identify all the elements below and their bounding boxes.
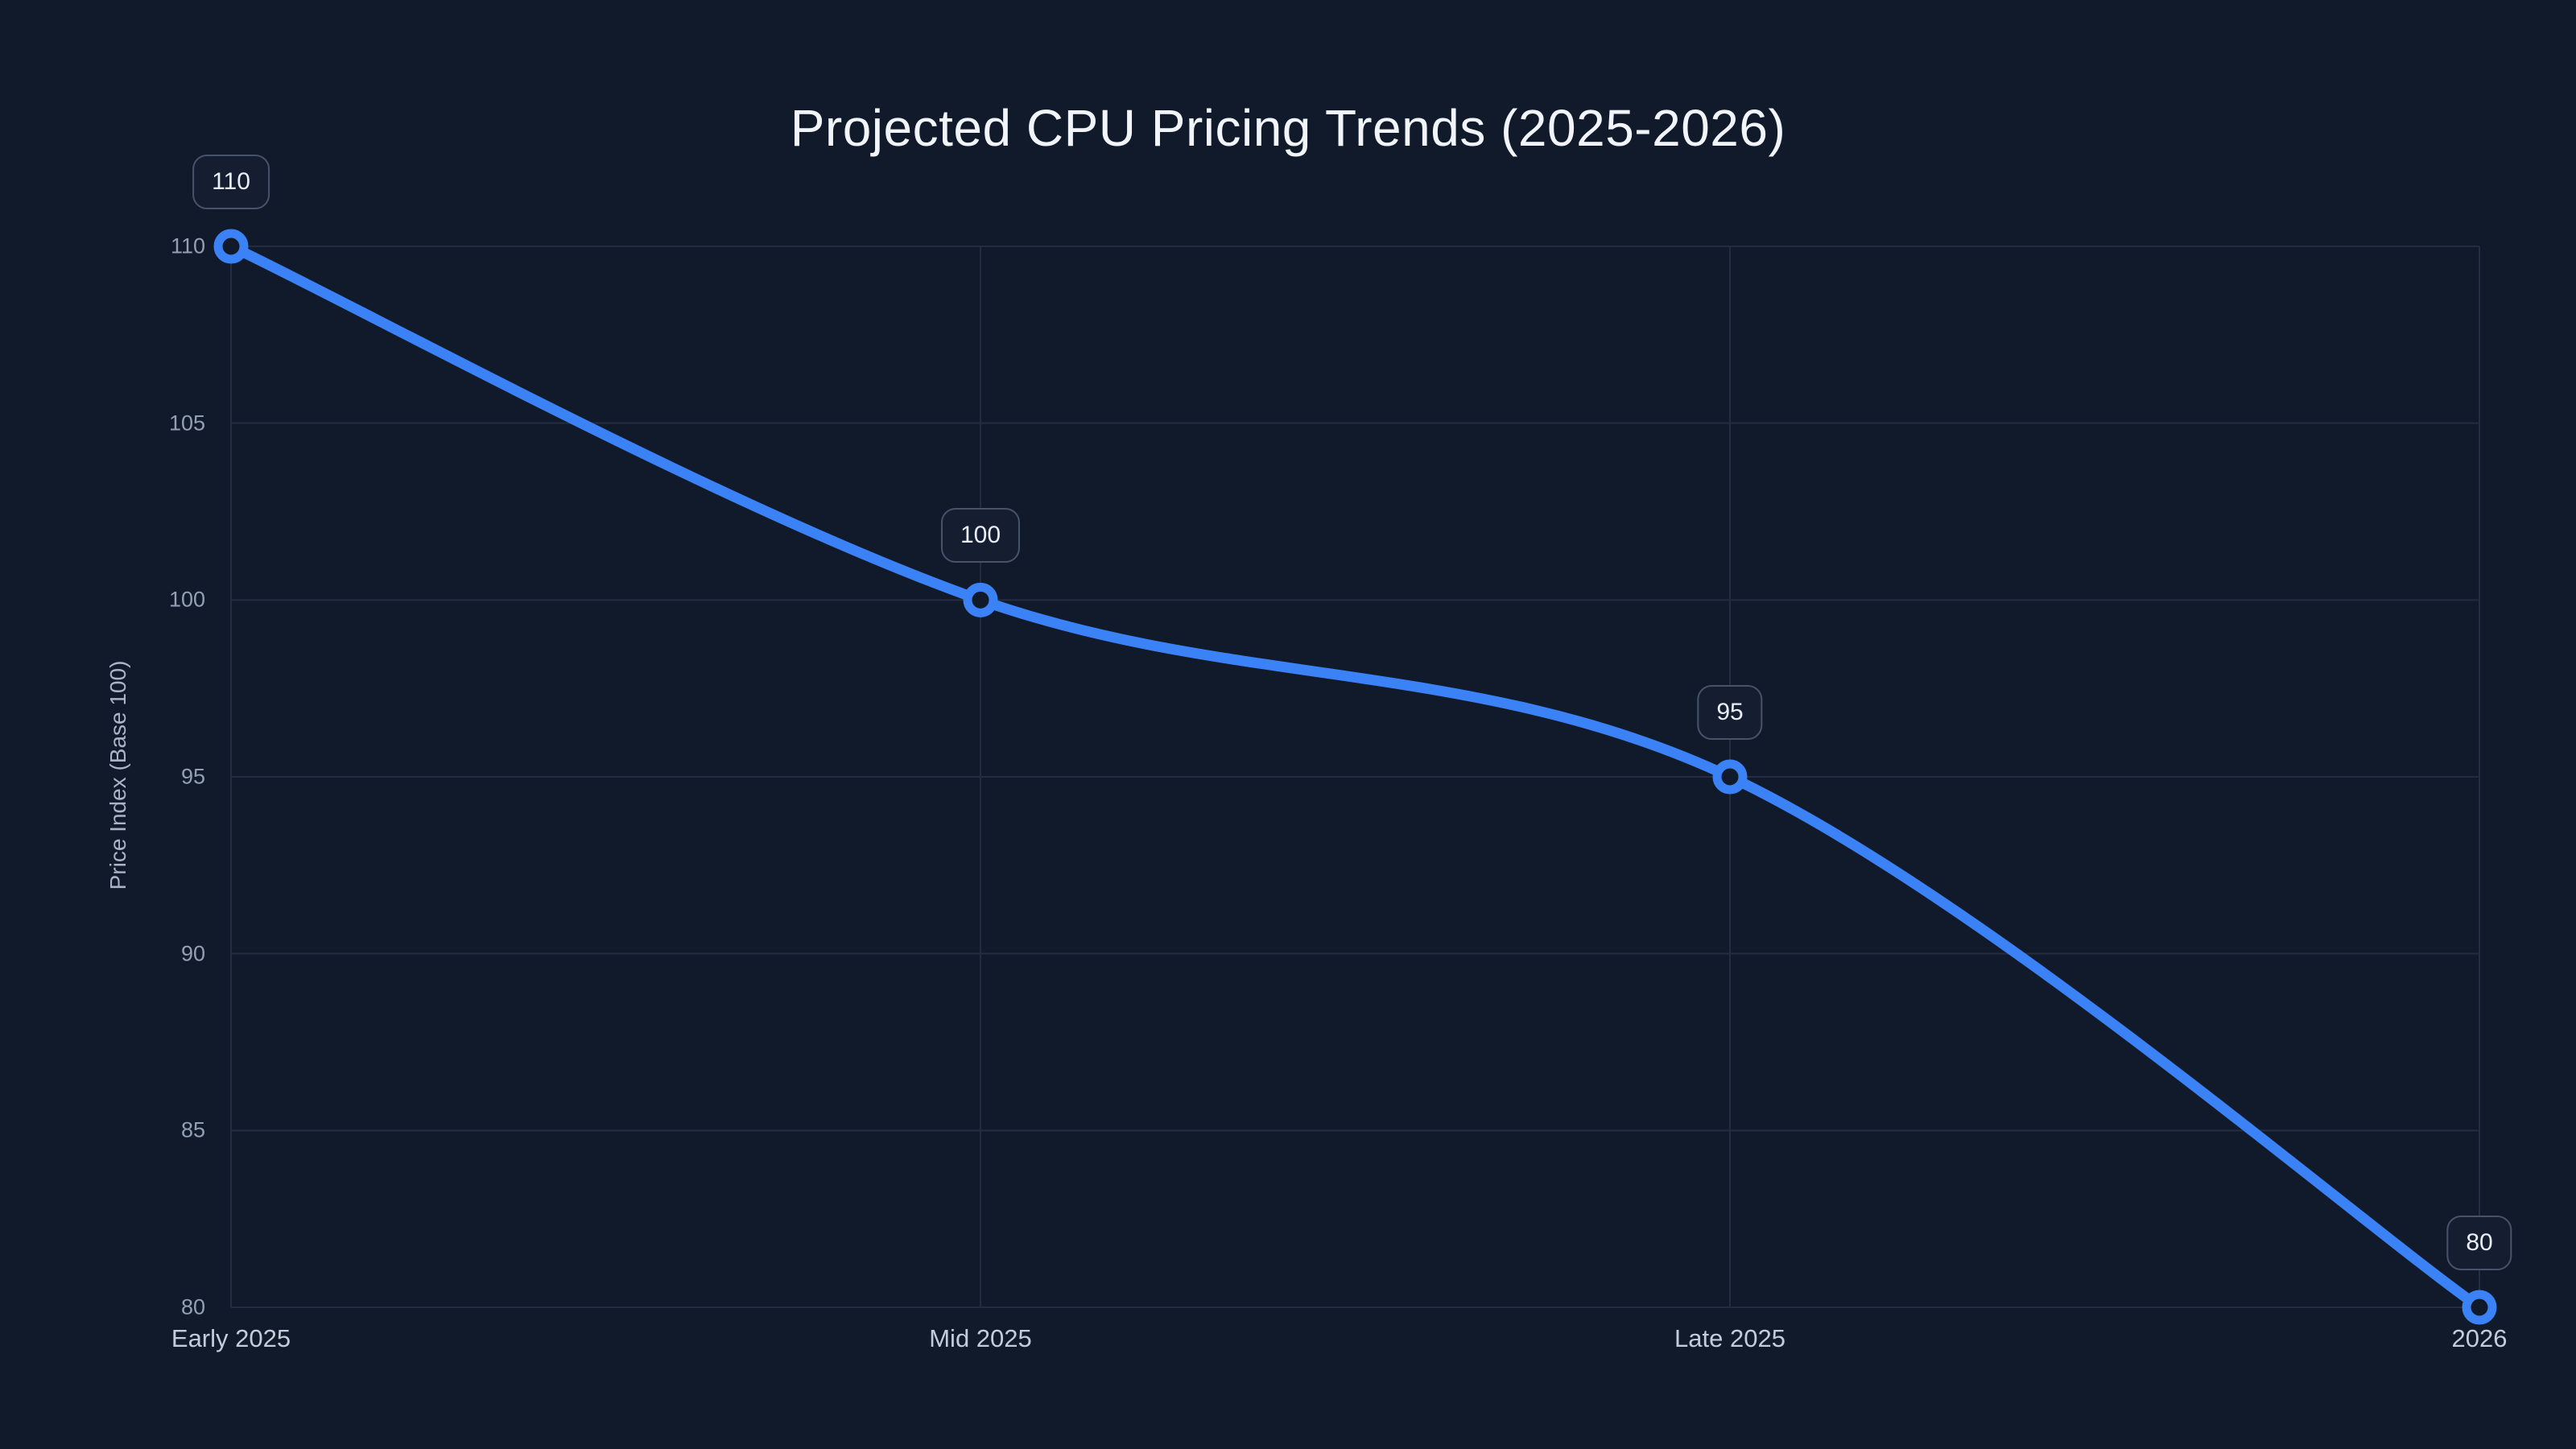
point-value-label: 95 bbox=[1697, 685, 1763, 740]
point-value-label: 100 bbox=[940, 508, 1021, 564]
x-tick-label: Mid 2025 bbox=[929, 1324, 1032, 1352]
x-tick-label: Early 2025 bbox=[171, 1324, 291, 1352]
y-tick-label: 110 bbox=[170, 233, 205, 258]
point-value-label: 110 bbox=[192, 155, 270, 209]
data-point-marker bbox=[963, 582, 998, 617]
y-tick-label: 100 bbox=[168, 587, 205, 612]
data-point-marker bbox=[1712, 759, 1748, 795]
y-tick-label: 105 bbox=[168, 411, 205, 436]
data-point-marker bbox=[2462, 1290, 2497, 1325]
data-point-marker bbox=[213, 229, 249, 264]
chart-title: Projected CPU Pricing Trends (2025-2026) bbox=[790, 99, 1786, 157]
y-tick-label: 90 bbox=[180, 941, 205, 966]
y-tick-label: 80 bbox=[180, 1294, 205, 1319]
x-tick-label: 2026 bbox=[2451, 1324, 2508, 1352]
x-tick-label: Late 2025 bbox=[1674, 1324, 1785, 1352]
price-index-line bbox=[225, 241, 2485, 1313]
y-tick-label: 85 bbox=[180, 1117, 205, 1142]
y-tick-label: 95 bbox=[180, 764, 205, 789]
point-value-label: 80 bbox=[2446, 1216, 2512, 1270]
